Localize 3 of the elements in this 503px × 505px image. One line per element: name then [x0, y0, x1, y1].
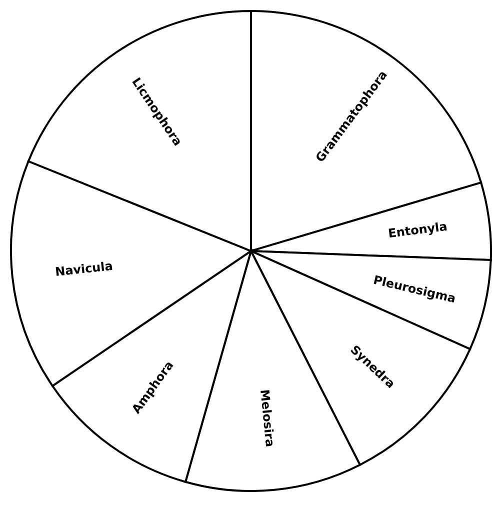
slice-label: Melosira	[258, 388, 278, 448]
slice-label: Entonyla	[387, 219, 448, 241]
slice-label: Navicula	[54, 258, 114, 279]
